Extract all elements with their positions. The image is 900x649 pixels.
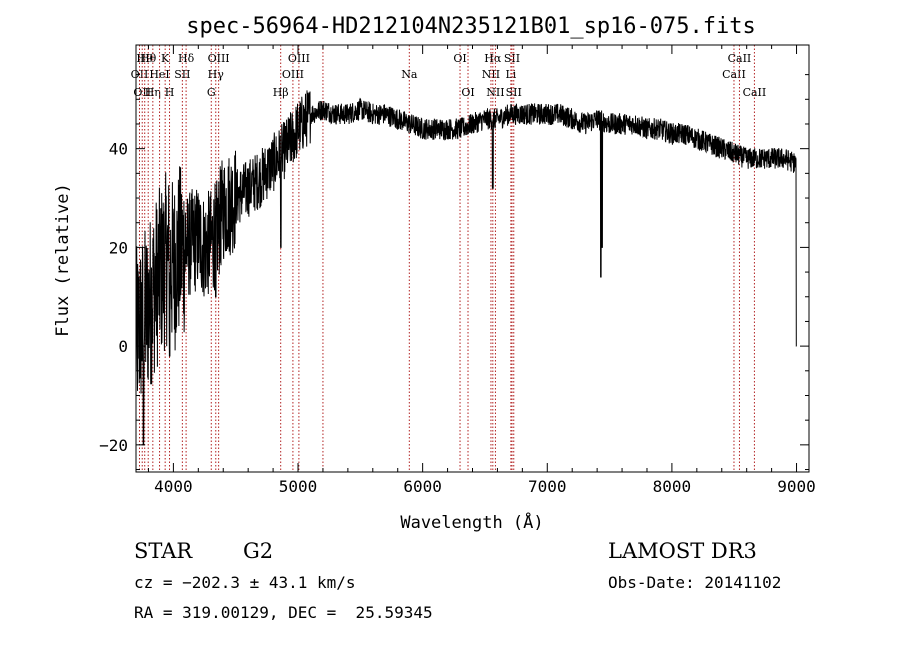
line-marker-label: H9 — [136, 52, 153, 65]
line-marker-label: OII — [133, 86, 151, 99]
line-marker-label: OIII — [282, 68, 304, 81]
y-tick-label: −20 — [99, 436, 128, 455]
coordinates: RA = 319.00129, DEC = 25.59345 — [134, 603, 433, 622]
plot-frame — [135, 44, 810, 473]
line-marker-label: CaII — [743, 86, 767, 99]
line-marker-label: OIII — [288, 52, 310, 65]
y-tick-label: 40 — [109, 140, 128, 159]
y-axis-label: Flux (relative) — [53, 183, 73, 337]
line-marker-label: Hθ — [140, 52, 157, 65]
x-tick-label: 8000 — [653, 477, 692, 496]
line-marker-label: G — [207, 86, 216, 99]
x-tick-label: 9000 — [777, 477, 816, 496]
line-marker-label: SII — [506, 86, 522, 99]
line-marker-label: Hη — [145, 86, 161, 99]
axis-ticks: 4000 5000 6000 7000 8000 9000 −20 0 20 40 — [99, 45, 816, 496]
line-marker-label: NII — [486, 86, 504, 99]
spectrum-layer — [135, 90, 797, 446]
y-tick-label: 0 — [118, 337, 128, 356]
line-marker-label: OI — [453, 52, 466, 65]
line-marker-label: H — [165, 86, 175, 99]
redshift-text: cz = −202.3 ± 43.1 km/s — [134, 573, 356, 592]
survey-label: LAMOST DR3 — [608, 539, 757, 563]
x-tick-label: 5000 — [279, 477, 318, 496]
obs-date: Obs-Date: 20141102 — [608, 573, 782, 592]
line-marker-label: OIII — [208, 52, 230, 65]
x-tick-label: 7000 — [528, 477, 567, 496]
line-marker-label: CaII — [722, 68, 746, 81]
line-marker-label: Hα — [484, 52, 502, 65]
line-marker-label: Li — [505, 68, 516, 81]
line-marker-label: SII — [174, 68, 190, 81]
x-tick-label: 6000 — [403, 477, 442, 496]
line-markers: OIIOIIH9HθHηHeIKHSIIHδGHγOIIIHβOIIIOIIIN… — [131, 45, 767, 472]
line-marker-label: CaII — [728, 52, 752, 65]
line-marker-label: Hγ — [208, 68, 225, 81]
chart-title: spec-56964-HD212104N235121B01_sp16-075.f… — [186, 14, 756, 39]
line-marker-label: K — [161, 52, 170, 65]
y-tick-label: 20 — [109, 238, 128, 257]
subclass: G2 — [243, 539, 274, 563]
line-marker-label: HeI — [149, 68, 169, 81]
line-marker-label: Hδ — [178, 52, 195, 65]
x-tick-label: 4000 — [154, 477, 193, 496]
line-marker-label: NII — [482, 68, 500, 81]
line-marker-label: SII — [504, 52, 520, 65]
line-marker-label: Na — [401, 68, 418, 81]
x-axis-label: Wavelength (Å) — [400, 511, 543, 533]
line-marker-label: Hβ — [273, 86, 289, 99]
object-type: STAR — [134, 539, 193, 563]
spectrum-series — [135, 90, 797, 446]
line-marker-label: OI — [461, 86, 474, 99]
